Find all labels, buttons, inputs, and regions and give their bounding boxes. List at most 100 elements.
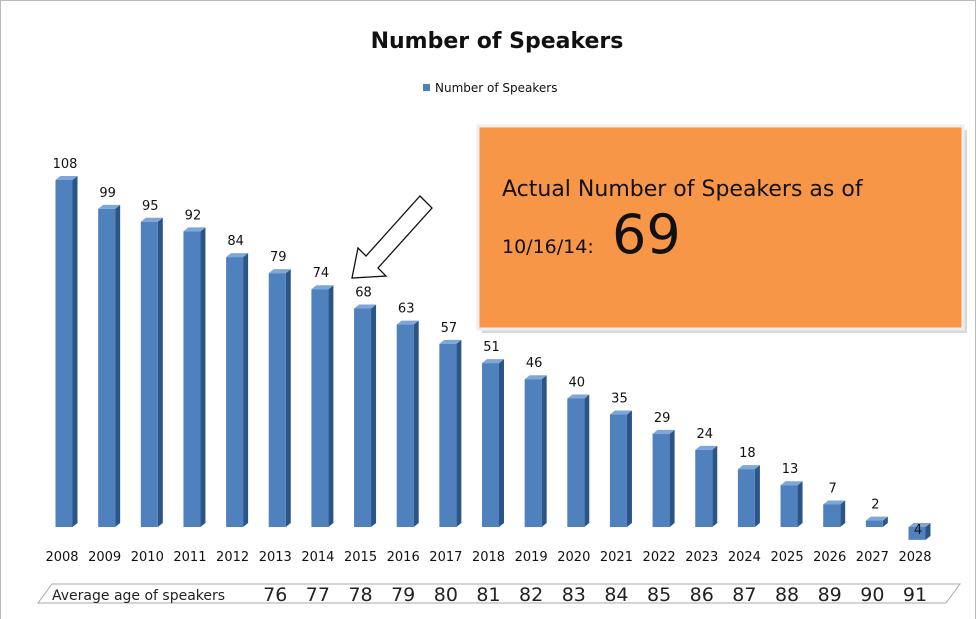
bar-top [226,253,249,258]
x-tick-label: 2021 [600,550,633,565]
x-tick-label: 2018 [472,550,505,565]
bar [908,527,926,540]
value-label: 18 [739,446,756,461]
bar-top [482,359,504,364]
age-label: 82 [519,584,543,606]
bar-side [541,375,547,527]
annotation-date: 10/16/14: [502,236,594,258]
annotation-text: Actual Number of Speakers as of [502,177,864,202]
x-tick-label: 2019 [515,550,548,565]
age-label: 84 [604,584,628,606]
x-tick-label: 2027 [856,550,889,565]
bar [311,289,329,527]
age-label: 83 [562,584,586,606]
bar [183,231,201,527]
age-label: 87 [732,584,756,606]
value-label: 29 [654,411,671,426]
legend-label: Number of Speakers [435,81,557,95]
value-label: 24 [696,427,713,442]
chart-title: Number of Speakers [371,29,624,54]
bar [609,414,627,527]
bar-top [737,465,760,470]
bar-side [115,204,121,527]
bar-side [456,339,462,527]
value-label: 57 [441,321,458,336]
bar-side [157,217,163,527]
bar-top [609,410,632,415]
age-label: 90 [860,584,884,606]
bar-side [328,285,334,527]
value-label: 46 [526,356,543,371]
value-label: 63 [398,302,415,317]
age-label: 89 [818,584,842,606]
bar-top [354,304,377,309]
x-tick-label: 2023 [685,550,718,565]
bar-top [55,176,78,180]
x-tick-label: 2012 [216,550,249,565]
bar-top [652,429,675,434]
x-tick-label: 2022 [643,550,676,565]
bar [865,520,883,527]
bar-top [439,339,462,344]
x-tick-label: 2025 [771,550,804,565]
bar-top [780,481,803,486]
x-tick-label: 2008 [45,550,78,565]
x-tick-label: 2010 [131,550,164,565]
x-tick-label: 2015 [344,550,377,565]
legend-swatch [423,84,430,91]
bar [140,221,158,527]
x-tick-label: 2024 [728,550,761,565]
value-label: 99 [99,186,116,201]
value-label: 2 [871,498,879,513]
bar-top [98,204,121,209]
bar-top [823,500,846,505]
bar-side [285,269,291,527]
value-label: 74 [313,266,330,281]
value-label: 35 [611,392,628,407]
bar [695,449,713,527]
age-label: 79 [391,584,415,606]
bar-top [908,523,931,527]
bar-side [626,410,632,527]
x-tick-label: 2026 [813,550,846,565]
value-label: 4 [914,523,922,538]
bar-side [584,394,590,527]
bar [226,257,244,527]
bar [780,485,798,527]
bar-side [925,523,931,540]
bar-side [840,500,846,527]
annotation-box [476,124,965,331]
age-label: 86 [690,584,714,606]
bar-side [669,429,675,527]
bar [823,504,841,527]
bar [98,208,116,527]
bar [439,343,457,527]
bar [396,324,414,527]
bar [354,308,372,527]
x-tick-label: 2020 [557,550,590,565]
age-label: 76 [263,584,287,606]
bar-top [567,394,590,399]
value-label: 7 [829,482,837,497]
age-label: 80 [434,584,458,606]
bar-top [524,375,547,380]
bar [482,363,499,527]
bar-side [371,304,377,527]
x-tick-label: 2011 [173,550,206,565]
bar [268,273,286,527]
bar-side [712,445,718,527]
age-row-frame [37,583,961,604]
bar-top [865,516,888,521]
bar-top [183,227,206,232]
age-label: 91 [903,584,927,606]
value-label: 40 [569,375,586,390]
bar-top [268,269,291,274]
age-label: 81 [476,584,500,606]
value-label: 68 [355,286,372,301]
value-label: 84 [227,234,244,249]
bar-side [200,227,206,527]
x-tick-label: 2009 [88,550,121,565]
x-tick-label: 2028 [898,550,931,565]
x-tick-label: 2014 [301,550,334,565]
